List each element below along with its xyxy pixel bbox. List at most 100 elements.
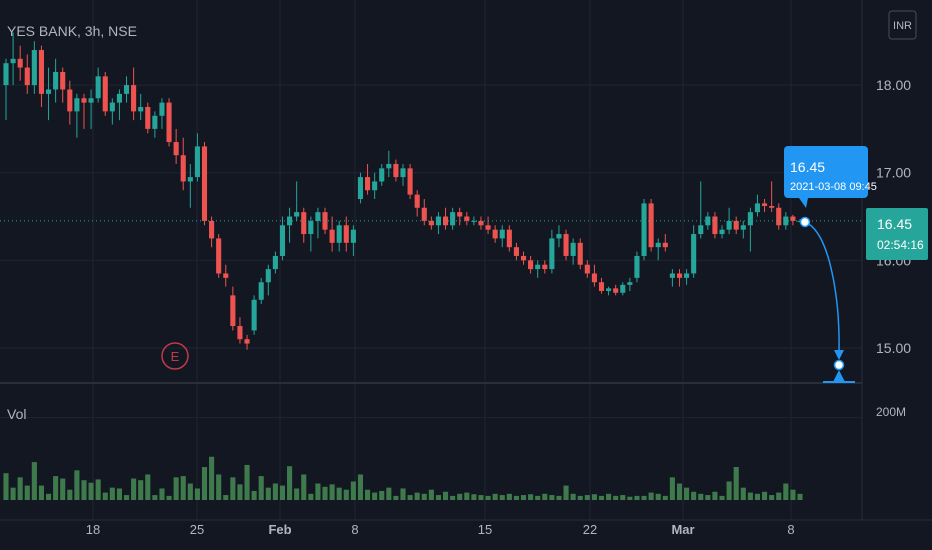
forecast-drawing[interactable] — [799, 216, 856, 383]
candle — [691, 225, 697, 278]
candle-body — [393, 163, 399, 178]
time-tick-label: 25 — [190, 522, 204, 537]
time-tick-label: 8 — [787, 522, 794, 537]
candle-body — [223, 273, 229, 278]
volume-bar — [244, 464, 250, 500]
volume-bar — [251, 490, 257, 500]
candle — [329, 216, 335, 252]
volume-bar — [393, 495, 399, 500]
candle — [754, 194, 761, 217]
current-price-label: 16.45 — [877, 216, 912, 232]
candle-body — [152, 115, 158, 129]
candle-body — [740, 225, 746, 230]
candle-body — [343, 225, 349, 243]
volume-bar — [308, 493, 314, 500]
candle-body — [747, 212, 753, 226]
candle — [705, 212, 711, 230]
forecast-end-handle[interactable] — [833, 359, 845, 371]
candle — [159, 98, 165, 129]
volume-bar — [279, 485, 286, 500]
earnings-marker[interactable]: E — [161, 342, 189, 370]
candle-body — [542, 264, 548, 270]
candle-body — [783, 216, 789, 226]
volume-bar — [513, 495, 519, 500]
candle — [676, 269, 683, 287]
volume-bar — [230, 477, 236, 500]
candle — [116, 89, 122, 121]
candle — [365, 163, 371, 195]
earnings-marker-label: E — [171, 349, 180, 364]
volume-bar — [591, 494, 597, 500]
candle-body — [357, 177, 364, 199]
volume-bar — [613, 495, 619, 500]
candle — [372, 172, 378, 199]
volume-label: Vol — [7, 406, 26, 422]
time-tick-label: 8 — [351, 522, 358, 537]
volume-bar — [223, 495, 229, 500]
time-tick-label: 15 — [478, 522, 492, 537]
candle-body — [570, 242, 576, 256]
candle — [131, 67, 137, 121]
candle — [520, 251, 527, 265]
candle — [251, 295, 257, 335]
volume-bar — [506, 493, 512, 500]
candle — [301, 207, 307, 243]
candle — [258, 277, 264, 305]
candle-body — [194, 146, 200, 178]
candle-body — [705, 216, 711, 226]
symbol-title[interactable]: YES BANK, 3h, NSE — [7, 23, 137, 39]
candle-body — [499, 229, 505, 239]
forecast-start-handle[interactable] — [799, 216, 811, 228]
candle-body — [272, 255, 278, 270]
volume-bar — [102, 492, 108, 500]
volume-bar — [570, 493, 576, 500]
candle — [315, 207, 321, 239]
volume-bar — [365, 489, 371, 500]
candle — [712, 212, 718, 239]
volume-bar — [421, 493, 427, 500]
candle-body — [209, 220, 215, 239]
volume-bar — [386, 487, 392, 500]
volume-bar — [577, 495, 583, 500]
volume-bar — [329, 484, 335, 500]
candle — [308, 216, 314, 252]
candle — [606, 286, 612, 296]
candle — [123, 76, 130, 103]
volume-bar — [641, 495, 647, 500]
candle — [173, 128, 179, 164]
volume-bar — [67, 489, 73, 500]
volume-bar — [450, 495, 456, 500]
candle — [287, 207, 293, 243]
candle — [400, 163, 406, 186]
forecast-tooltip[interactable]: 16.45 2021-03-08 09:45 — [784, 146, 877, 208]
grid-lines — [0, 0, 862, 520]
candle-body — [669, 273, 675, 278]
price-tick-label: 15.00 — [876, 340, 911, 356]
volume-bar — [442, 491, 449, 500]
volume-bar — [407, 495, 413, 500]
candle-body — [102, 76, 108, 112]
candle-body — [513, 247, 519, 256]
volume-bar — [322, 486, 328, 500]
volume-bar — [747, 492, 753, 500]
candle-body — [45, 89, 52, 94]
candle-body — [506, 229, 512, 248]
candle — [542, 260, 548, 274]
candle-body — [641, 203, 647, 256]
candle-body — [712, 216, 718, 235]
volume-bar — [655, 493, 661, 500]
currency-button[interactable]: INR — [888, 10, 917, 40]
candle-body — [414, 194, 420, 208]
candle — [513, 242, 519, 261]
candle — [776, 203, 782, 230]
candle-body — [733, 220, 739, 230]
candle-body — [662, 242, 668, 248]
volume-bar — [790, 489, 796, 500]
time-axis[interactable]: 18 25 Feb 8 15 22 Mar 8 — [86, 522, 795, 537]
candle-body — [442, 216, 449, 226]
volume-bar — [237, 484, 243, 500]
